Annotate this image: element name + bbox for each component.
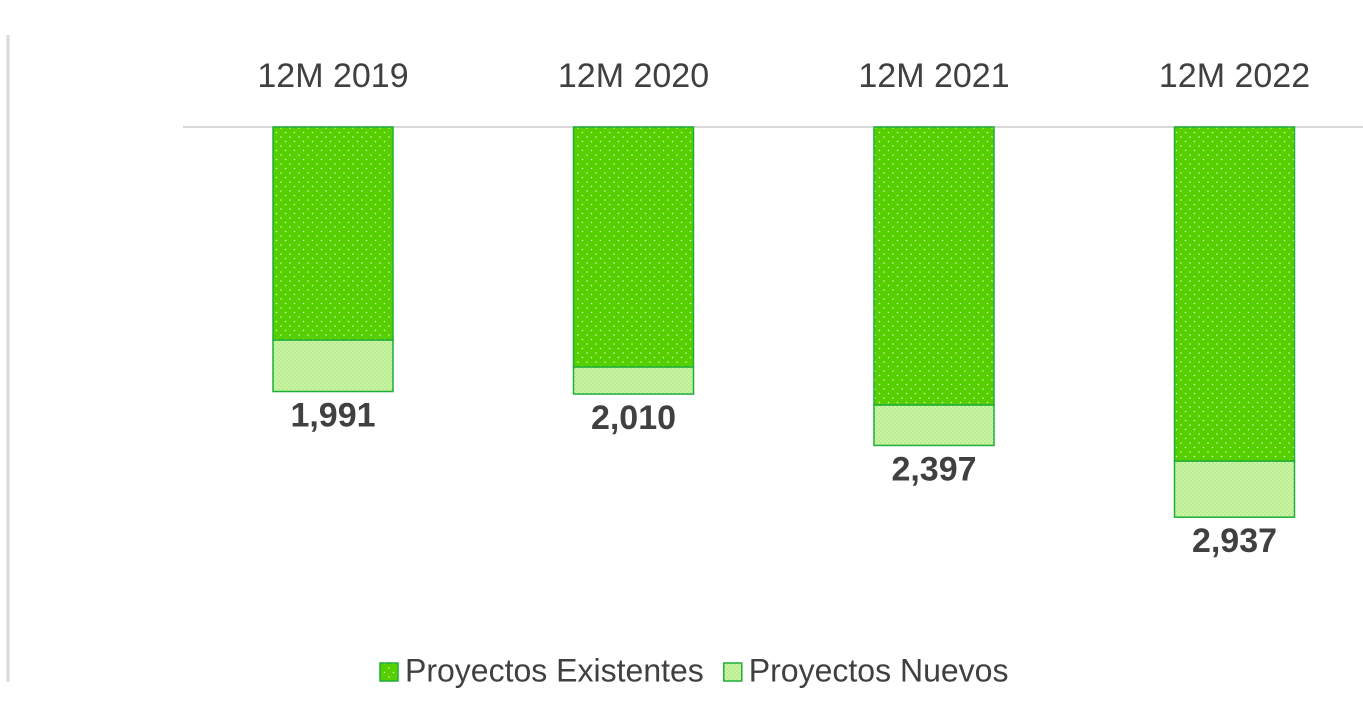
bar-segment [572, 126, 695, 368]
x-tick-label: 12M 2020 [558, 57, 709, 95]
bar-segment [873, 126, 995, 406]
legend-swatch [723, 662, 743, 682]
total-label: 2,010 [591, 399, 676, 437]
legend-swatch [379, 662, 399, 682]
bar-segment [572, 366, 695, 395]
total-label: 2,397 [891, 450, 976, 488]
bar-segment [272, 126, 394, 341]
bar-segment [1173, 126, 1296, 462]
x-tick-label: 12M 2021 [858, 57, 1009, 95]
bar-segment [1173, 460, 1296, 518]
legend-label: Proyectos Nuevos [749, 652, 1009, 688]
bar-segment [873, 404, 995, 447]
x-tick-label: 12M 2019 [257, 57, 408, 95]
bar-segment [272, 339, 394, 393]
x-tick-label: 12M 2022 [1159, 57, 1310, 95]
total-label: 2,937 [1192, 522, 1277, 560]
legend-label: Proyectos Existentes [405, 652, 704, 688]
total-label: 1,991 [290, 397, 375, 435]
